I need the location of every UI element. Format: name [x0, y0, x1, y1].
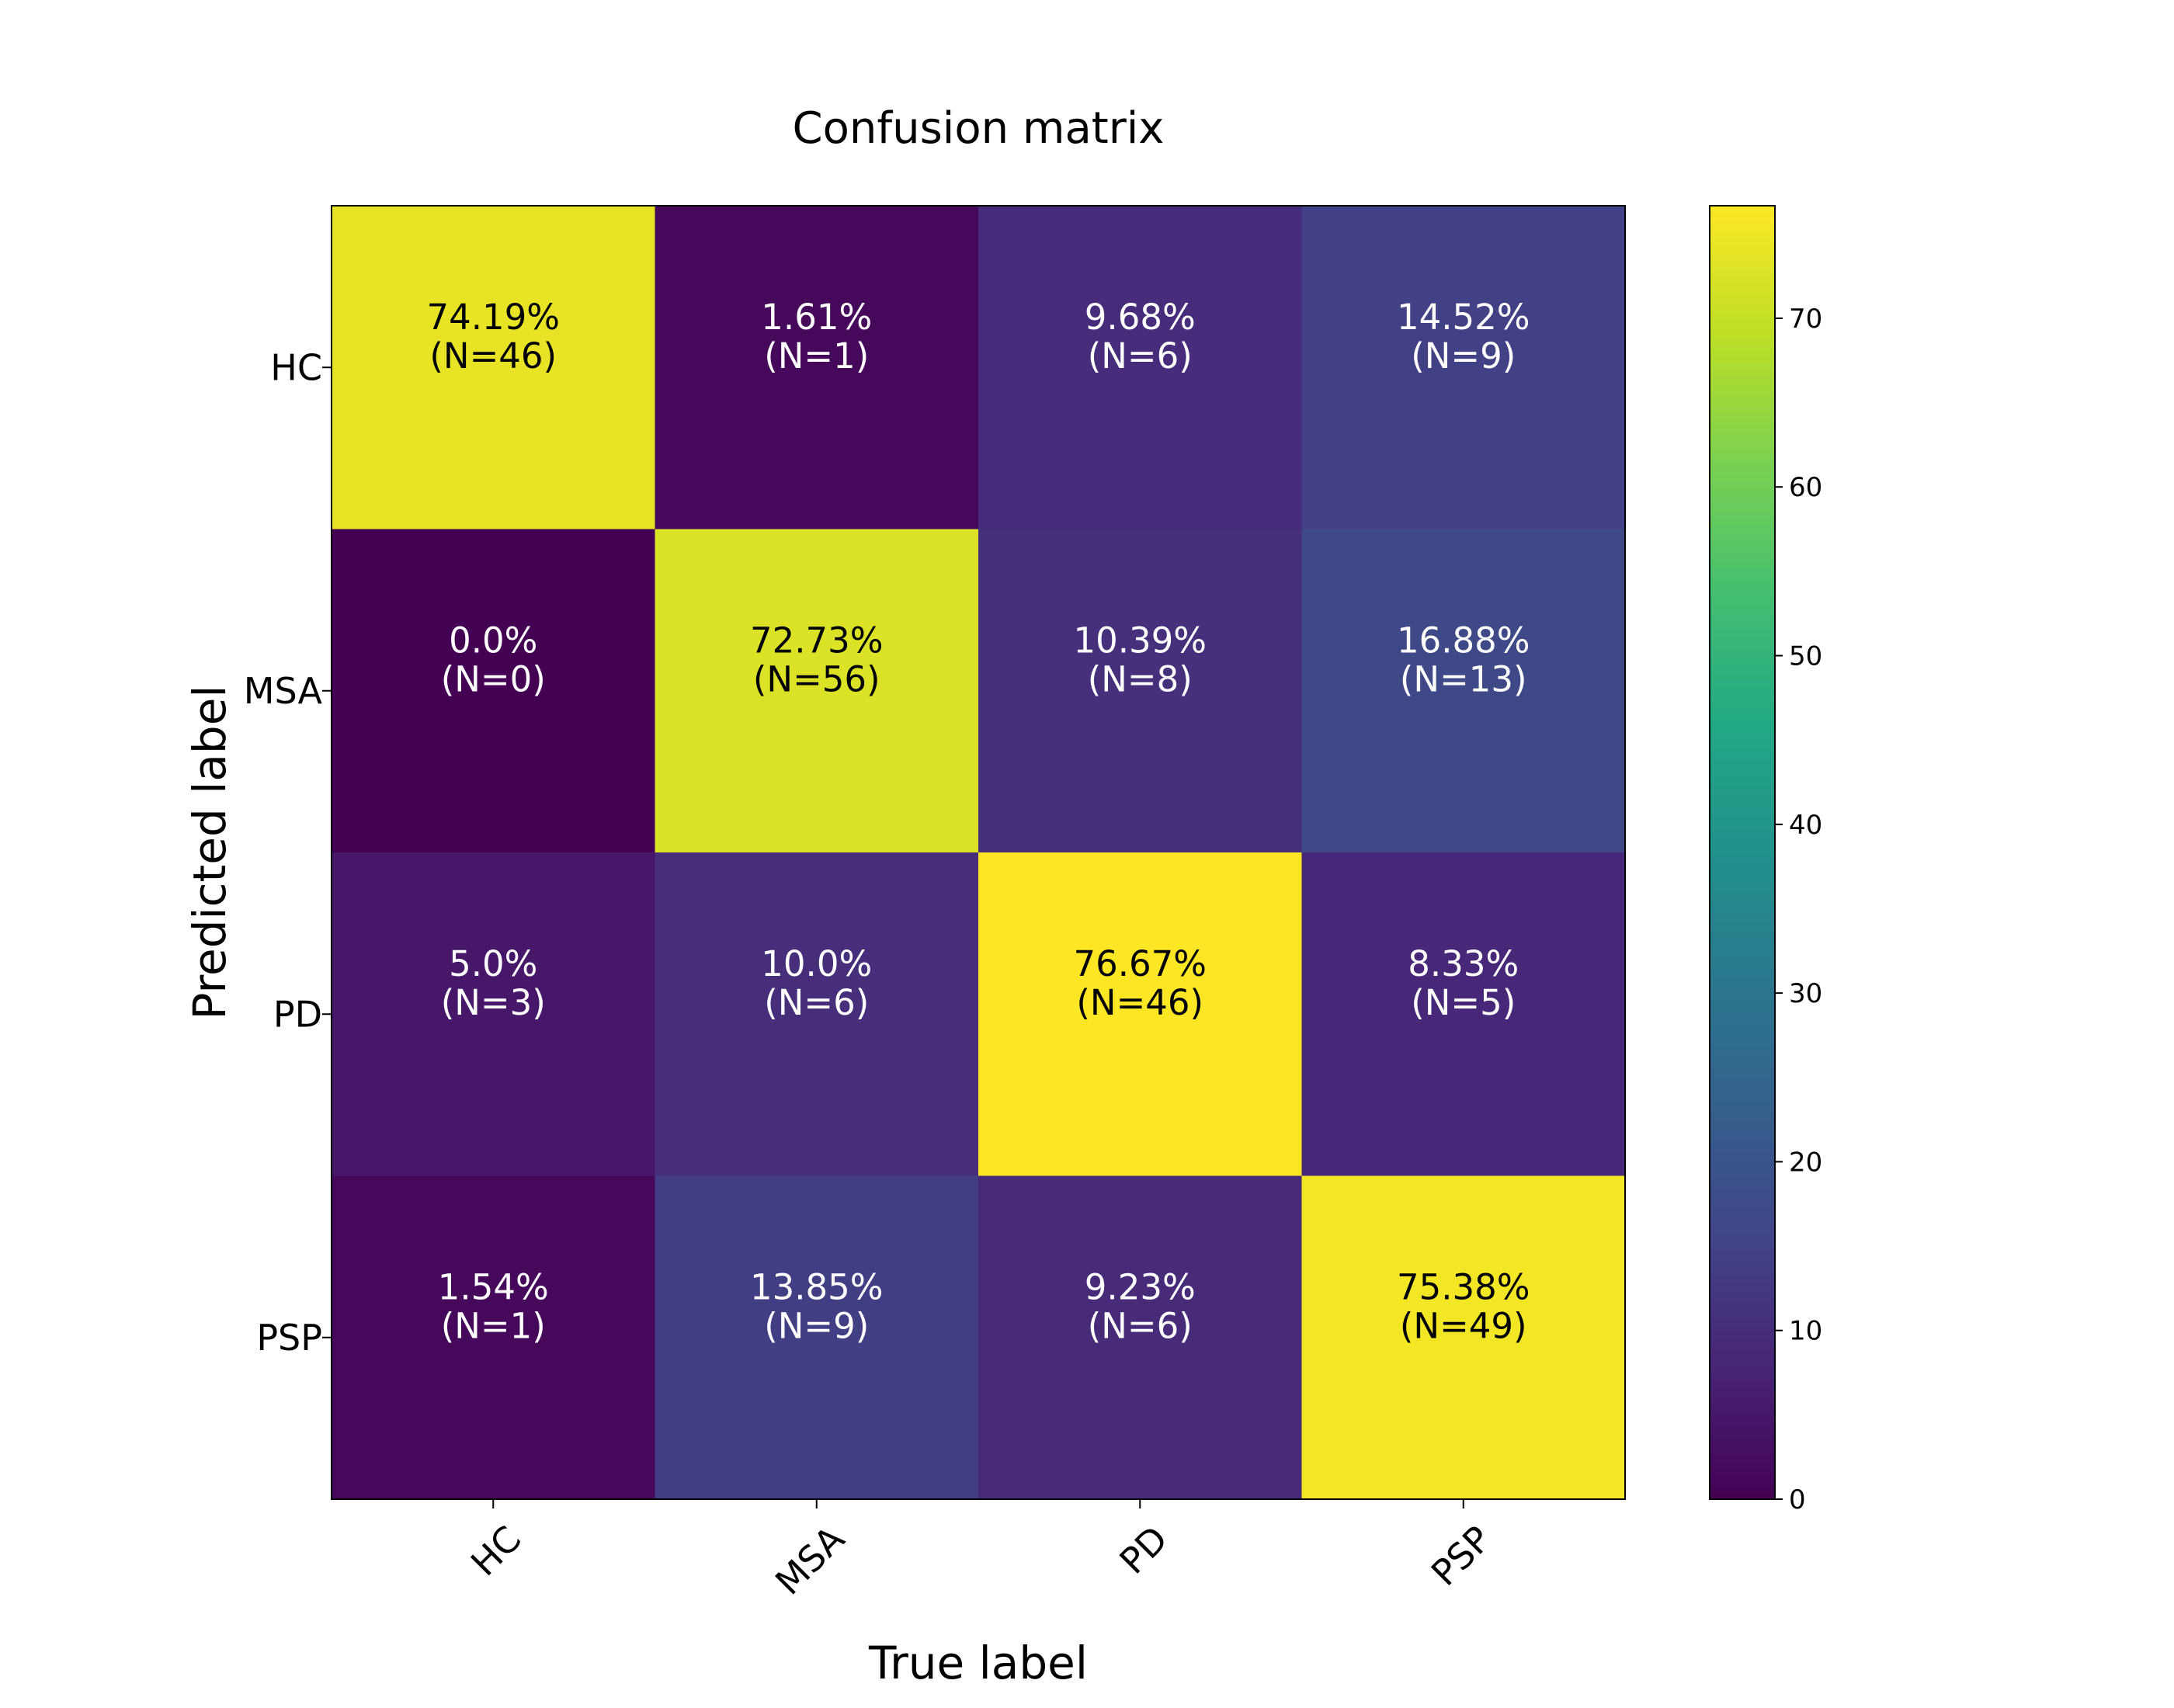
cell-percent-label: 1.54% [438, 1267, 549, 1308]
cell-count-label: (N=46) [1076, 982, 1203, 1023]
heatmap-cell-pd-hc [332, 852, 655, 1176]
cell-count-label: (N=8) [1088, 659, 1193, 700]
y-tick-label-pd: PD [273, 993, 322, 1035]
cell-count-label: (N=6) [764, 982, 869, 1023]
colorbar [1709, 205, 1776, 1500]
cell-count-label: (N=5) [1411, 982, 1516, 1023]
y-tick-label-msa: MSA [244, 670, 323, 712]
chart-title: Confusion matrix [793, 103, 1165, 154]
heatmap-cell-hc-psp [1301, 206, 1626, 529]
colorbar-tick-label: 40 [1789, 810, 1822, 841]
cell-count-label: (N=1) [441, 1306, 546, 1347]
cell-percent-label: 13.85% [750, 1267, 884, 1308]
cell-count-label: (N=6) [1088, 335, 1193, 377]
colorbar-ticks: 0 10 20 30 40 50 60 70 [1775, 304, 1822, 1515]
cell-percent-label: 76.67% [1073, 943, 1207, 984]
cell-percent-label: 14.52% [1397, 297, 1530, 338]
cell-percent-label: 9.23% [1085, 1267, 1196, 1308]
cell-percent-label: 16.88% [1397, 620, 1530, 661]
colorbar-tick-label: 20 [1789, 1147, 1822, 1178]
cell-count-label: (N=6) [1088, 1306, 1193, 1347]
cell-count-label: (N=13) [1400, 659, 1527, 700]
heatmap-cell-msa-msa [655, 529, 979, 853]
heatmap-cells [332, 206, 1626, 1500]
cell-count-label: (N=9) [764, 1306, 869, 1347]
heatmap-cell-hc-msa [655, 206, 979, 529]
cell-percent-label: 0.0% [449, 620, 537, 661]
cell-percent-label: 5.0% [449, 943, 537, 984]
heatmap-cell-labels: 74.19%(N=46)1.61%(N=1)9.68%(N=6)14.52%(N… [426, 297, 1530, 1347]
colorbar-tick-label: 10 [1789, 1316, 1822, 1347]
cell-count-label: (N=46) [429, 335, 557, 377]
colorbar-tick-label: 30 [1789, 978, 1822, 1009]
cell-count-label: (N=9) [1411, 335, 1516, 377]
heatmap-cell-psp-pd [978, 1175, 1302, 1500]
cell-percent-label: 1.61% [761, 297, 872, 338]
heatmap-cell-msa-pd [978, 529, 1302, 853]
heatmap-cell-msa-psp [1301, 529, 1626, 853]
heatmap-cell-pd-msa [655, 852, 979, 1176]
x-tick-label-hc: HC [463, 1518, 529, 1584]
x-axis-title: True label [868, 1637, 1088, 1689]
x-tick-label-msa: MSA [767, 1518, 853, 1603]
colorbar-tick-label: 70 [1789, 304, 1822, 335]
cell-percent-label: 74.19% [426, 297, 560, 338]
y-tick-label-psp: PSP [256, 1317, 322, 1359]
x-tick-label-pd: PD [1112, 1518, 1176, 1582]
cell-percent-label: 75.38% [1397, 1267, 1530, 1308]
heatmap-cell-pd-psp [1301, 852, 1626, 1176]
heatmap-cell-psp-hc [332, 1175, 655, 1500]
y-tick-label-hc: HC [270, 346, 322, 388]
heatmap-cell-pd-pd [978, 852, 1302, 1176]
y-axis-ticks: HC MSA PD PSP [244, 346, 332, 1359]
cell-percent-label: 10.0% [761, 943, 872, 984]
x-axis-ticks: HC MSA PD PSP [463, 1499, 1499, 1603]
x-tick-label-psp: PSP [1423, 1518, 1499, 1594]
y-axis-title: Predicted label [183, 686, 236, 1020]
cell-count-label: (N=49) [1400, 1306, 1527, 1347]
colorbar-tick-label: 60 [1789, 472, 1822, 503]
cell-count-label: (N=56) [753, 659, 880, 700]
heatmap-cell-hc-pd [978, 206, 1302, 529]
heatmap-cell-psp-msa [655, 1175, 979, 1500]
heatmap-cell-hc-hc [332, 206, 655, 529]
colorbar-tick-label: 50 [1789, 641, 1822, 672]
cell-count-label: (N=3) [441, 982, 546, 1023]
cell-percent-label: 10.39% [1073, 620, 1207, 661]
heatmap-cell-msa-hc [332, 529, 655, 853]
cell-percent-label: 8.33% [1408, 943, 1519, 984]
cell-count-label: (N=1) [764, 335, 869, 377]
colorbar-tick-label: 0 [1789, 1484, 1806, 1515]
cell-percent-label: 72.73% [750, 620, 884, 661]
cell-count-label: (N=0) [441, 659, 546, 700]
plot-frame [331, 205, 1626, 1500]
cell-percent-label: 9.68% [1085, 297, 1196, 338]
heatmap-cell-psp-psp [1301, 1175, 1626, 1500]
